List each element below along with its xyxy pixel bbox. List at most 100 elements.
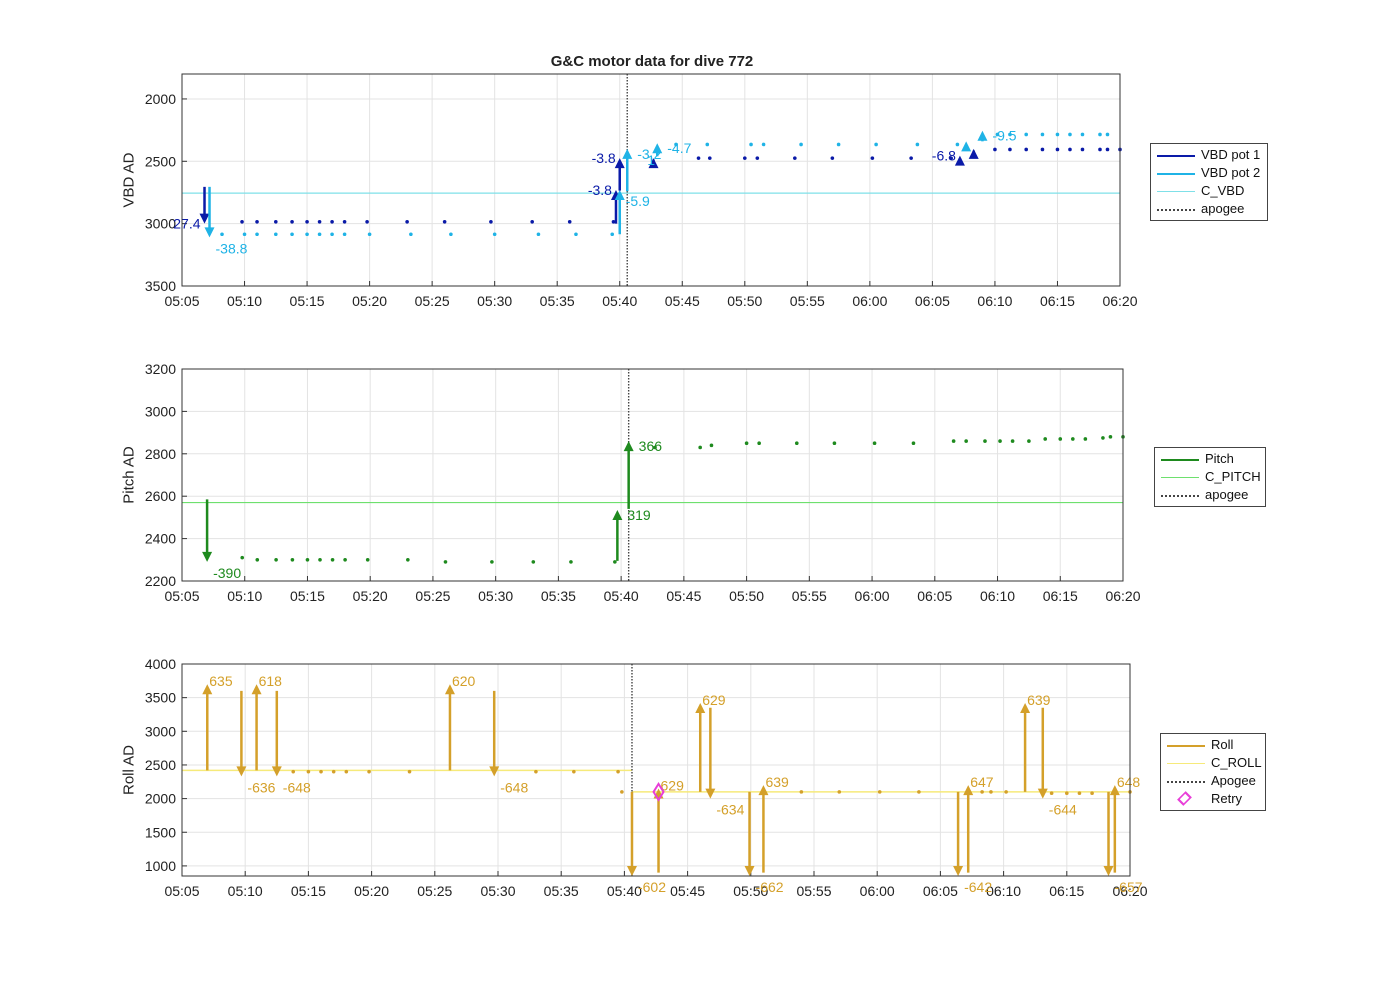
y-tick-label: 3500 [145,278,176,294]
data-point [949,156,953,160]
data-point [574,232,578,237]
x-tick-label: 06:15 [1043,588,1078,604]
data-point [449,232,453,237]
legend-swatch-apogee [1167,781,1205,783]
data-point [832,441,837,446]
y-tick-label: 2000 [145,791,176,807]
x-tick-label: 05:15 [291,883,326,899]
data-point [489,219,493,224]
data-point [1040,147,1045,152]
legend-label-roll: Roll [1211,737,1234,752]
data-point [1105,147,1110,152]
x-tick-label: 05:25 [415,588,450,604]
move-arrow-head [202,684,213,695]
data-point [799,790,804,794]
data-point [830,156,835,160]
data-point [255,232,259,237]
legend-item-roll: Roll [1161,736,1265,754]
x-tick-label: 06:10 [986,883,1021,899]
data-point [1071,437,1075,441]
move-arrow-head [236,766,247,777]
data-point [536,232,541,237]
move-arrow-head [968,148,979,159]
legend-label-c-vbd: C_VBD [1201,183,1245,198]
data-point [330,232,334,237]
data-point [1040,132,1045,137]
x-tick-label: 05:45 [670,883,705,899]
data-point [1055,132,1060,137]
data-point [305,219,309,224]
data-point [1024,132,1028,137]
data-point [330,219,334,224]
legend-item-c-pitch: C_PITCH [1155,468,1265,486]
move-label: -634 [716,802,744,818]
legend-label-c-pitch: C_PITCH [1205,469,1261,484]
data-point [837,790,842,794]
legend-item-vbd-pot-2: VBD pot 2 [1151,164,1267,182]
data-point [365,558,370,562]
move-arrow-head [199,213,210,224]
x-tick-label: 06:05 [915,293,950,309]
data-point [911,441,916,446]
legend-item-apogee: Apogee [1161,772,1265,790]
y-tick-label: 3000 [145,403,176,419]
y-tick-label: 3000 [145,216,176,232]
x-tick-label: 05:20 [354,883,389,899]
data-point [1049,791,1054,796]
x-tick-label: 05:40 [604,588,639,604]
data-point [955,142,960,147]
data-point [917,790,921,794]
data-point [409,232,413,237]
move-arrow-head [622,148,633,159]
data-point [674,142,678,147]
move-label: 1 [647,152,655,168]
data-point [616,769,620,774]
x-tick-label: 05:45 [665,293,700,309]
legend-item-c-vbd: C_VBD [1151,182,1267,200]
data-point [342,219,347,224]
axes-frame [181,368,1124,582]
move-label: 629 [661,778,685,794]
x-tick-label: 05:15 [290,293,325,309]
x-tick-label: 05:55 [792,588,827,604]
x-tick-label: 05:40 [607,883,642,899]
legend-item-apogee: apogee [1151,200,1267,218]
data-point [492,232,497,237]
data-point [1077,791,1082,796]
move-label: -636 [247,779,275,795]
x-tick-label: 05:55 [796,883,831,899]
data-point [220,232,224,237]
legend-label-apogee: apogee [1201,201,1245,216]
move-label: -5.9 [626,193,650,209]
data-point [874,142,878,147]
plot-area [182,74,1120,286]
data-point [255,219,259,224]
data-point [613,560,617,564]
move-label: -390 [213,565,241,581]
data-point [1065,791,1069,796]
move-label: -3.8 [588,182,612,198]
data-point [1043,437,1048,441]
data-point [709,443,714,448]
x-tick-label: 05:50 [733,883,768,899]
legend-item-apogee: apogee [1155,486,1265,504]
move-label: -644 [1049,802,1077,818]
data-point [1068,147,1072,152]
data-point [240,219,244,224]
data-point [305,232,309,237]
data-point [306,769,311,774]
x-tick-label: 05:30 [480,883,515,899]
data-point [755,156,760,160]
legend-swatch-c-vbd [1157,191,1195,192]
move-label: -657 [1115,879,1143,895]
y-tick-label: 2000 [145,91,176,107]
move-label: -602 [638,879,666,895]
data-point [1098,147,1102,152]
vbd-legend: VBD pot 1 VBD pot 2 C_VBD apogee [1150,143,1268,221]
move-arrow-head [977,130,988,141]
x-tick-label: 06:00 [855,588,890,604]
legend-swatch-roll [1167,745,1205,747]
move-arrow-head [1103,866,1114,876]
data-point [757,441,761,446]
